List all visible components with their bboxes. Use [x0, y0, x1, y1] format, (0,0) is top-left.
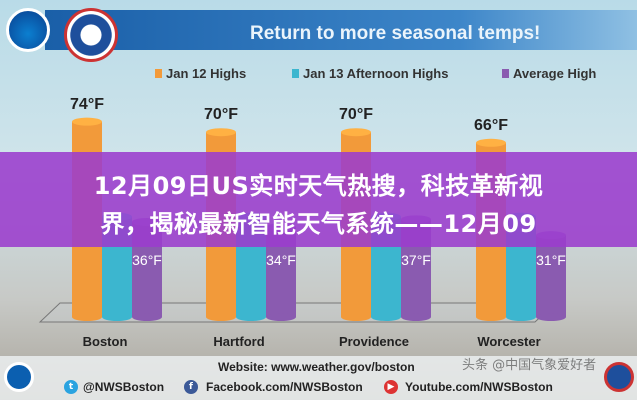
noaa-logo [6, 8, 50, 52]
footer: Website: www.weather.gov/boston t @NWSBo… [0, 356, 637, 400]
legend-item-jan12: Jan 12 Highs [155, 66, 246, 81]
city-label-worcester: Worcester [477, 334, 541, 349]
twitter-icon: t [64, 380, 78, 394]
twitter-link[interactable]: @NWSBoston [83, 380, 165, 394]
nws-footer-logo [604, 362, 634, 392]
legend-label: Jan 12 Highs [166, 66, 247, 81]
graphic-title: Return to more seasonal temps! [250, 23, 541, 44]
facebook-link[interactable]: Facebook.com/NWSBoston [206, 380, 363, 394]
city-label-boston: Boston [82, 334, 128, 349]
youtube-link[interactable]: Youtube.com/NWSBoston [405, 380, 553, 394]
noaa-footer-logo [4, 362, 34, 392]
legend-swatch [155, 69, 162, 78]
city-label-hartford: Hartford [213, 334, 265, 349]
legend-swatch [292, 69, 299, 78]
value-label-worcester-2: 31°F [536, 252, 566, 268]
city-label-providence: Providence [338, 334, 410, 349]
legend-item-jan13: Jan 13 Afternoon Highs [292, 66, 448, 81]
headline-overlay: 12月09日US实时天气热搜，科技革新视 界，揭秘最新智能天气系统——12月09 [0, 152, 637, 247]
value-label-providence-2: 37°F [401, 252, 431, 268]
legend-swatch [502, 69, 509, 78]
value-label-worcester-0: 66°F [474, 116, 508, 134]
legend-item-average: Average High [502, 66, 596, 81]
legend-label: Jan 13 Afternoon Highs [303, 66, 449, 81]
value-label-providence-0: 70°F [339, 106, 373, 124]
title-banner: Return to more seasonal temps! [45, 10, 637, 50]
headline-line-1: 12月09日US实时天气热搜，科技革新视 [93, 172, 544, 200]
nws-logo [64, 8, 118, 62]
facebook-icon: f [184, 380, 198, 394]
youtube-icon: ▶ [384, 380, 398, 394]
legend-label: Average High [513, 66, 597, 81]
watermark: 头条 @中国气象爱好者 [462, 358, 597, 373]
headline-line-2: 界，揭秘最新智能天气系统——12月09 [100, 210, 537, 238]
website-link[interactable]: Website: www.weather.gov/boston [218, 360, 415, 374]
value-label-hartford-2: 34°F [266, 252, 296, 268]
value-label-boston-2: 36°F [132, 252, 162, 268]
value-label-hartford-0: 70°F [204, 106, 238, 124]
value-label-boston-0: 74°F [70, 95, 104, 113]
